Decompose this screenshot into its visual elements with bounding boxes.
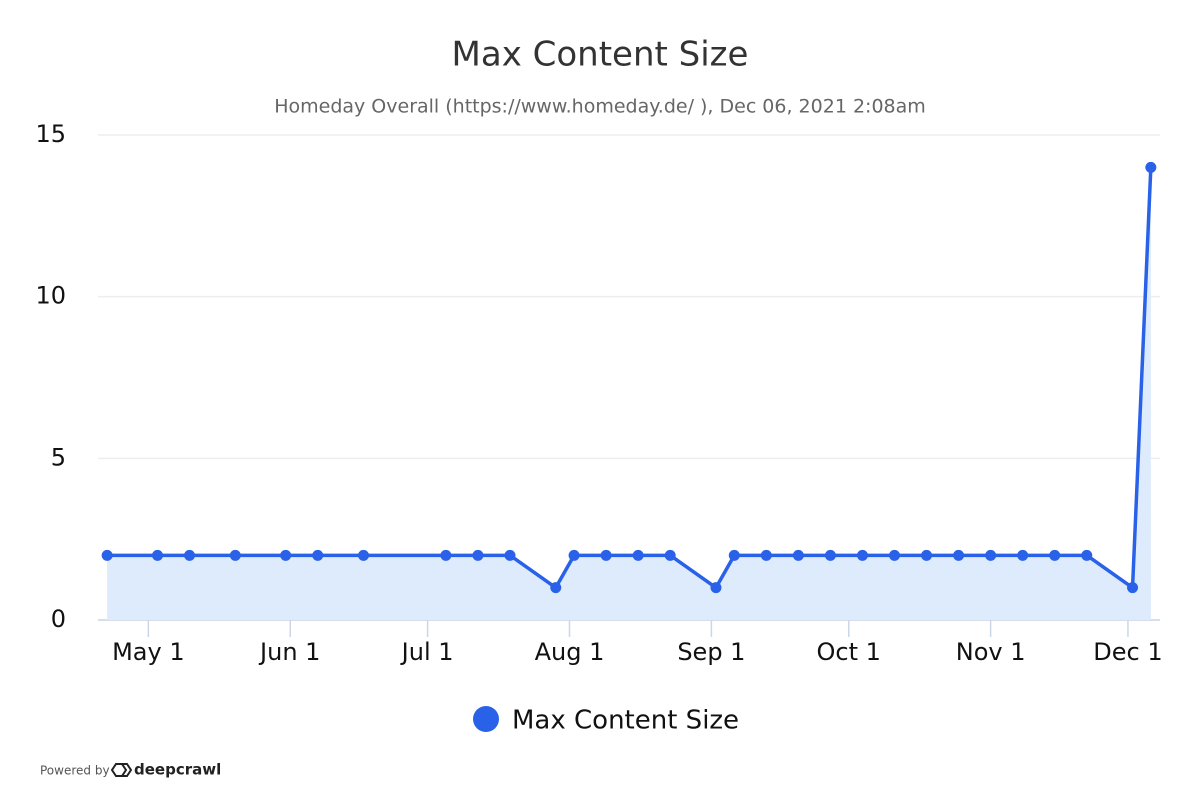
x-tick-label: Dec 1 xyxy=(1093,638,1162,666)
point xyxy=(1049,549,1061,561)
point xyxy=(568,549,580,561)
point xyxy=(184,549,196,561)
x-tick-label: Nov 1 xyxy=(956,638,1026,666)
x-tick-label: Aug 1 xyxy=(535,638,605,666)
y-tick-label: 10 xyxy=(35,282,66,310)
point xyxy=(472,549,484,561)
point xyxy=(664,549,676,561)
y-tick-label: 0 xyxy=(51,605,66,633)
point xyxy=(889,549,900,561)
point xyxy=(1017,549,1029,561)
x-tick-label: Jul 1 xyxy=(400,638,454,666)
chart-subtitle: Homeday Overall (https://www.homeday.de/… xyxy=(274,96,926,118)
area xyxy=(107,167,1151,621)
legend-marker xyxy=(473,706,499,732)
point xyxy=(1145,161,1157,173)
point xyxy=(550,582,562,594)
chart-title: Max Content Size xyxy=(452,35,749,75)
point xyxy=(440,549,452,561)
point xyxy=(632,549,644,561)
point xyxy=(710,582,722,594)
point xyxy=(504,549,516,561)
x-tick-label: May 1 xyxy=(112,638,185,666)
point xyxy=(985,549,997,561)
brand-logo xyxy=(110,763,133,777)
point xyxy=(824,549,836,561)
point xyxy=(792,549,804,561)
point xyxy=(1127,582,1139,594)
point xyxy=(229,549,241,561)
x-tick-label: Jun 1 xyxy=(258,638,320,666)
point xyxy=(101,549,113,561)
point xyxy=(1081,549,1093,561)
point xyxy=(953,549,965,561)
point xyxy=(312,549,324,561)
point xyxy=(280,549,292,561)
legend-label: Max Content Size xyxy=(512,706,739,736)
x-tick-label: Oct 1 xyxy=(817,638,881,666)
x-tick-label: Sep 1 xyxy=(677,638,745,666)
point xyxy=(600,549,612,561)
y-tick-label: 5 xyxy=(51,443,66,471)
powered-by: Powered by xyxy=(40,764,110,778)
point xyxy=(728,549,740,561)
brand-name: deepcrawl xyxy=(134,761,221,779)
point xyxy=(760,549,772,561)
y-tick-label: 15 xyxy=(35,120,66,148)
point xyxy=(856,549,868,561)
point xyxy=(358,549,369,561)
point xyxy=(152,549,164,561)
point xyxy=(921,549,933,561)
